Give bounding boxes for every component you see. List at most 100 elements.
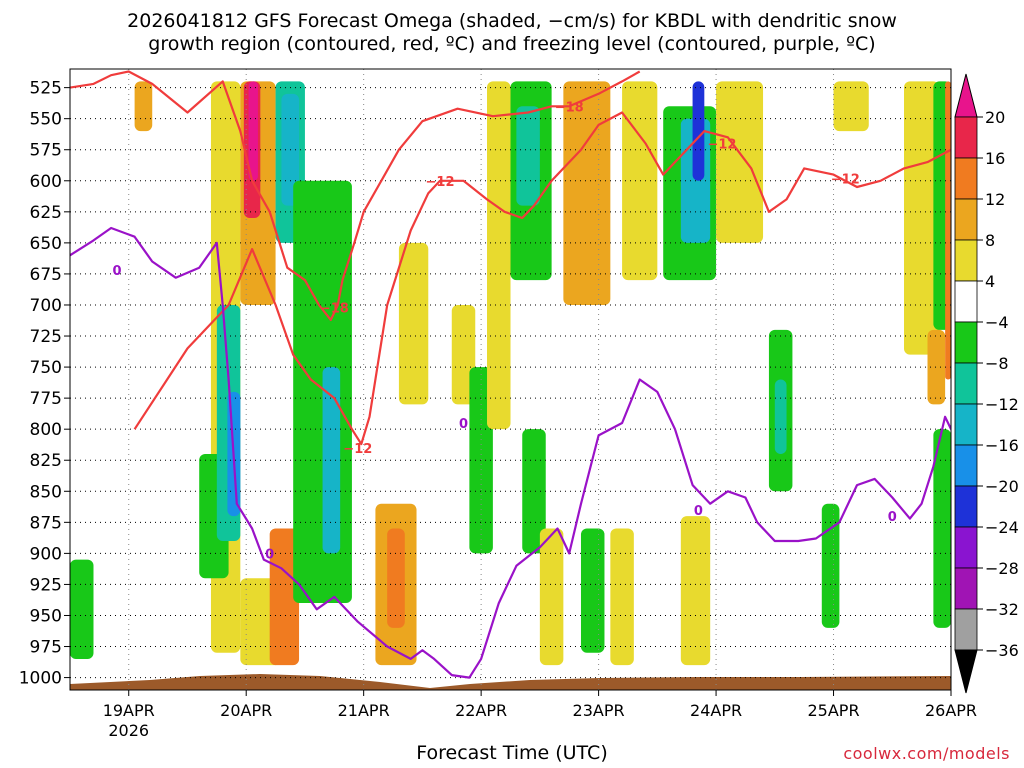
colorbar-bin-10	[954, 526, 978, 569]
omega-region-35	[774, 379, 787, 455]
colorbar-tick-label-12: −32	[985, 600, 1019, 619]
contour-label-1-0: −12	[343, 442, 372, 457]
plot-border	[69, 68, 952, 691]
omega-region-22	[516, 106, 540, 206]
colorbar-tick-label-9: −20	[985, 477, 1019, 496]
x-tick-label-20APR: 20APR	[220, 701, 272, 720]
colorbar-tick-label-2: 12	[985, 190, 1005, 209]
colorbar-bin-12	[954, 608, 978, 651]
colorbar-bin-6	[954, 362, 978, 405]
y-tick-label-575: 575	[30, 141, 62, 161]
chart-title-line-2: growth region (contoured, red, ºC) and f…	[148, 33, 876, 55]
colorbar-tick-label-4: 4	[985, 272, 995, 291]
omega-region-14	[322, 367, 341, 554]
omega-region-33	[716, 81, 764, 243]
y-tick-label-925: 925	[30, 575, 62, 595]
omega-region-27	[622, 81, 658, 281]
y-tick-label-825: 825	[30, 451, 62, 471]
omega-region-36	[821, 503, 840, 628]
x-tick-label-24APR: 24APR	[690, 701, 742, 720]
y-tick-label-1000: 1000	[19, 669, 62, 689]
omega-region-26	[580, 528, 605, 653]
colorbar-bin-9	[954, 485, 978, 528]
omega-region-39	[927, 329, 946, 405]
omega-region-16	[387, 528, 405, 628]
y-tick-label-675: 675	[30, 265, 62, 285]
colorbar-tick-label-11: −28	[985, 559, 1019, 578]
colorbar-bin-3	[954, 239, 978, 282]
colorbar-tick-label-6: −8	[985, 354, 1009, 373]
contour-layer	[70, 70, 951, 679]
colorbar-tick-label-8: −16	[985, 436, 1019, 455]
y-axis-pressure: 525 550 575 600 625 650 675 700 725 750 775 800 825 8…	[19, 79, 70, 689]
y-tick-label-950: 950	[30, 606, 62, 626]
colorbar-tick-label-0: 20	[985, 108, 1005, 127]
y-tick-label-800: 800	[30, 420, 62, 440]
colorbar-bin-8	[954, 444, 978, 487]
colorbar-over-triangle	[954, 73, 978, 118]
x-tick-label-23APR: 23APR	[573, 701, 625, 720]
omega-region-32	[680, 516, 711, 666]
contour-label-2-4: 0	[888, 510, 897, 525]
colorbar-bin-7	[954, 403, 978, 446]
x-axis-time: 19APR 20APR 21APR 22APR 23APR 24APR 25APR 26APR…	[103, 690, 977, 740]
omega-region-41	[933, 429, 951, 628]
x-axis-title: Forecast Time (UTC)	[416, 742, 608, 764]
contour-label-0-1: −18	[555, 100, 584, 115]
colorbar-tick-label-10: −24	[985, 518, 1019, 537]
colorbar-tick-label-7: −12	[985, 395, 1019, 414]
source-credit: coolwx.com/models	[843, 744, 1010, 763]
colorbar-bin-4	[954, 280, 978, 323]
contour-label-0-0: −18	[320, 301, 349, 316]
omega-region-8	[248, 81, 258, 181]
omega-region-42	[945, 81, 951, 380]
colorbar-tick-label-13: −36	[985, 641, 1019, 660]
omega-region-17	[398, 242, 429, 405]
contour-labels: −18 −18 −12 −12 −12 −12 0 0 0 0 0	[112, 100, 897, 562]
omega-region-31	[692, 81, 705, 181]
colorbar-bin-11	[954, 567, 978, 610]
omega-region-12	[269, 528, 300, 666]
y-tick-label-850: 850	[30, 482, 62, 502]
omega-region-37	[833, 81, 869, 132]
y-tick-label-750: 750	[30, 358, 62, 378]
contour-label-2-0: 0	[112, 264, 121, 279]
chart-title-line-1: 2026041812 GFS Forecast Omega (shaded, −…	[127, 10, 897, 32]
contour-label-1-1: −12	[426, 175, 455, 190]
contour-label-2-1: 0	[265, 547, 274, 562]
x-tick-label-26APR: 26APR	[925, 701, 977, 720]
x-tick-label-22APR: 22APR	[455, 701, 507, 720]
omega-region-20	[487, 81, 511, 430]
y-tick-label-525: 525	[30, 79, 62, 99]
colorbar: 20 16 12 8 4 −4 −8 −12 −16 −20 −24 −28 −32 −36	[954, 73, 1019, 694]
x-tick-label-25APR: 25APR	[807, 701, 859, 720]
y-tick-label-900: 900	[30, 544, 62, 564]
y-tick-label-550: 550	[30, 110, 62, 130]
colorbar-tick-label-5: −4	[985, 313, 1009, 332]
y-tick-label-725: 725	[30, 327, 62, 347]
omega-region-23	[522, 429, 546, 554]
x-tick-label-19APR: 19APR	[103, 701, 155, 720]
omega-region-1	[134, 81, 153, 132]
omega-region-28	[610, 528, 634, 666]
y-tick-label-875: 875	[30, 513, 62, 533]
colorbar-under-triangle	[954, 649, 978, 694]
contour-label-2-3: 0	[694, 504, 703, 519]
colorbar-bin-0	[954, 116, 978, 159]
colorbar-bin-2	[954, 198, 978, 241]
omega-region-0	[70, 559, 94, 659]
colorbar-tick-label-1: 16	[985, 149, 1005, 168]
omega-region-24	[539, 528, 564, 666]
y-tick-label-975: 975	[30, 638, 62, 658]
contour-label-1-3: −12	[831, 172, 860, 187]
y-tick-label-600: 600	[30, 172, 62, 192]
contour-label-2-2: 0	[459, 417, 468, 432]
y-tick-label-625: 625	[30, 203, 62, 223]
x-tick-year-label: 2026	[108, 721, 149, 740]
contour-dgz-1	[133, 111, 951, 446]
y-tick-label-775: 775	[30, 389, 62, 409]
colorbar-bin-5	[954, 321, 978, 364]
x-tick-label-21APR: 21APR	[338, 701, 390, 720]
contour-label-1-2: −12	[707, 138, 736, 153]
